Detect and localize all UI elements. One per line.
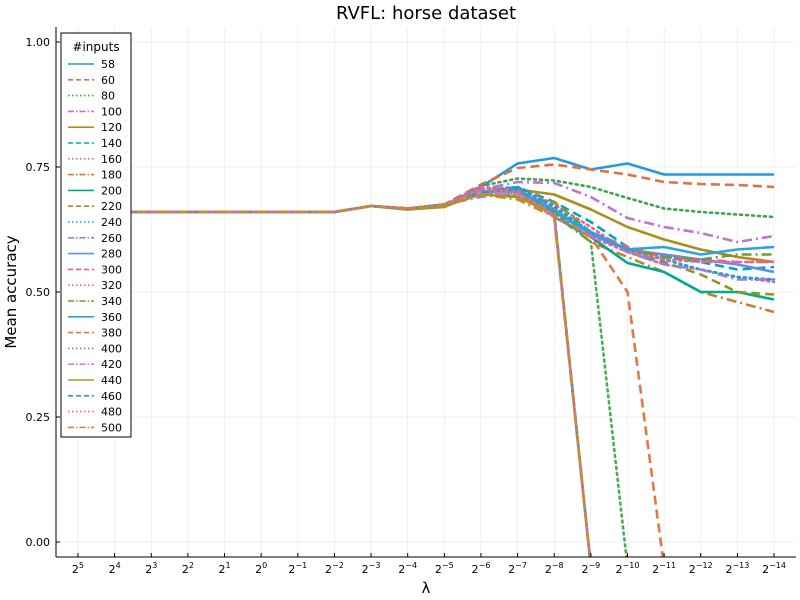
series-line-120 [78, 188, 775, 264]
x-axis-label: λ [422, 579, 431, 597]
legend-label-220: 220 [101, 200, 122, 213]
legend-label-480: 480 [101, 406, 122, 419]
series-line-400 [76, 193, 628, 557]
y-tick-label: 0.75 [26, 161, 51, 174]
x-tick-label: 2−5 [435, 561, 454, 576]
x-tick-label: 2−9 [581, 561, 600, 576]
x-tick-label: 2−1 [288, 561, 307, 576]
legend-label-300: 300 [101, 263, 122, 276]
x-tick-labels: 25 24 23 22 21 20 2−1 2−2 2−3 2−4 2−5 2−6 2−7 2−8 2−9 2… [72, 561, 786, 576]
legend-title: #inputs [72, 40, 119, 54]
legend-label-140: 140 [101, 137, 122, 150]
series-line-160 [76, 185, 776, 284]
series-line-320 [76, 185, 776, 264]
x-tick-label: 23 [145, 561, 157, 576]
series-line-60 [78, 163, 775, 214]
legend-label-380: 380 [101, 327, 122, 340]
legend-label-100: 100 [101, 105, 122, 118]
legend-box [60, 32, 132, 438]
x-tick-label: 2−3 [362, 561, 381, 576]
legend-label-120: 120 [101, 121, 122, 134]
legend-label-58: 58 [101, 58, 115, 71]
x-tick-label: 25 [72, 561, 84, 576]
x-tick-label: 2−11 [652, 561, 676, 576]
legend-label-460: 460 [101, 390, 122, 403]
legend-label-260: 260 [101, 232, 122, 245]
legend-label-180: 180 [101, 169, 122, 182]
x-tick-label: 2−12 [689, 561, 713, 576]
series-line-58 [78, 156, 774, 214]
axes [55, 27, 796, 558]
legend-label-320: 320 [101, 279, 122, 292]
legend-label-500: 500 [101, 421, 122, 434]
legend-label-400: 400 [101, 342, 122, 355]
legend-label-360: 360 [101, 311, 122, 324]
x-tick-label: 2−14 [762, 561, 786, 576]
grid-lines [56, 27, 796, 557]
series-line-260 [78, 190, 774, 281]
legend-label-340: 340 [101, 295, 122, 308]
legend-label-80: 80 [101, 90, 115, 103]
series-line-360 [78, 190, 775, 256]
legend: #inputs 58 60 80 100 120 140 160 180 200 220 240 26… [60, 32, 132, 438]
x-tick-label: 2−2 [325, 561, 344, 576]
x-tick-label: 2−7 [508, 561, 527, 576]
x-tick-label: 20 [255, 561, 267, 576]
legend-label-280: 280 [101, 248, 122, 261]
x-tick-label: 2−6 [472, 561, 491, 576]
legend-label-420: 420 [101, 358, 122, 371]
legend-label-200: 200 [101, 184, 122, 197]
y-tick-label: 1.00 [26, 36, 51, 49]
legend-label-440: 440 [101, 374, 122, 387]
y-tick-label: 0.00 [26, 536, 51, 549]
legend-entries: 58 60 80 100 120 140 160 180 200 220 240 260 280 300 3… [68, 58, 122, 434]
x-tick-label: 2−4 [398, 561, 417, 576]
legend-label-60: 60 [101, 74, 115, 87]
x-tick-label: 2−8 [545, 561, 564, 576]
series-layer [76, 156, 776, 557]
y-tick-label: 0.25 [26, 411, 51, 424]
x-tick-label: 2−10 [616, 561, 640, 576]
y-tick-label: 0.50 [26, 286, 51, 299]
x-tick-label: 24 [109, 561, 121, 576]
series-line-200 [78, 186, 775, 301]
x-tick-label: 21 [218, 561, 230, 576]
series-line-500 [78, 193, 592, 557]
x-tick-label: 22 [182, 561, 194, 576]
chart-title: RVFL: horse dataset [336, 3, 516, 24]
y-axis-label: Mean accuracy [2, 235, 20, 348]
x-tick-label: 2−13 [725, 561, 749, 576]
series-line-300 [78, 188, 774, 264]
y-tick-labels: 0.00 0.25 0.50 0.75 1.00 [26, 36, 51, 549]
legend-label-160: 160 [101, 153, 122, 166]
legend-label-240: 240 [101, 216, 122, 229]
